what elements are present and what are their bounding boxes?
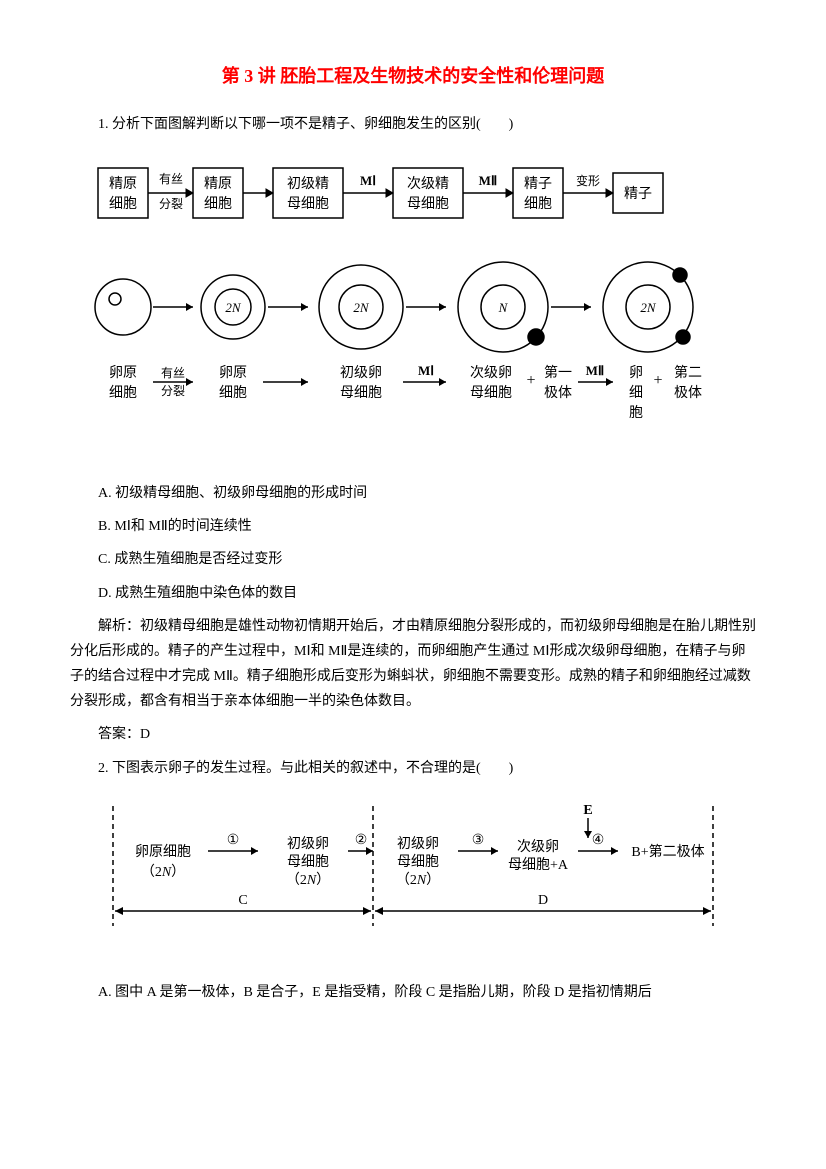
svg-text:N: N xyxy=(498,300,509,315)
svg-text:细胞: 细胞 xyxy=(109,196,137,212)
svg-text:+: + xyxy=(526,372,535,389)
svg-text:2N: 2N xyxy=(640,300,657,315)
q1-stem: 1. 分析下面图解判断以下哪一项不是精子、卵细胞发生的区别( ) xyxy=(70,112,756,137)
svg-text:①: ① xyxy=(227,833,240,848)
svg-text:卵原: 卵原 xyxy=(219,365,247,381)
diagram-egg-flow: 2N 2N N 2N 卵原 细 xyxy=(70,257,756,466)
svg-text:第一: 第一 xyxy=(544,364,572,381)
svg-text:有丝: 有丝 xyxy=(161,366,185,380)
svg-text:次级卵: 次级卵 xyxy=(517,839,559,855)
svg-text:初级卵: 初级卵 xyxy=(340,364,382,381)
svg-text:细胞: 细胞 xyxy=(219,385,247,401)
svg-text:精子: 精子 xyxy=(624,186,652,202)
svg-text:MⅠ: MⅠ xyxy=(418,363,434,378)
svg-text:细: 细 xyxy=(629,385,643,401)
lesson-title: 第 3 讲 胚胎工程及生物技术的安全性和伦理问题 xyxy=(70,60,756,92)
svg-text:④: ④ xyxy=(592,833,605,848)
q2-opt-a: A. 图中 A 是第一极体，B 是合子，E 是指受精，阶段 C 是指胎儿期，阶段… xyxy=(70,980,756,1005)
svg-text:细胞: 细胞 xyxy=(109,385,137,401)
q1-explain: 解析：初级精母细胞是雄性动物初情期开始后，才由精原细胞分裂形成的，而初级卵母细胞… xyxy=(70,614,756,715)
svg-text:细胞: 细胞 xyxy=(204,196,232,212)
svg-text:精子: 精子 xyxy=(524,176,552,192)
svg-text:（2N）: （2N） xyxy=(286,872,330,888)
svg-text:D: D xyxy=(538,893,548,908)
q2-stem: 2. 下图表示卵子的发生过程。与此相关的叙述中，不合理的是( ) xyxy=(70,756,756,781)
svg-text:B+第二极体: B+第二极体 xyxy=(631,843,704,860)
svg-text:分裂: 分裂 xyxy=(161,384,185,398)
svg-text:母细胞: 母细胞 xyxy=(287,854,329,870)
svg-text:细胞: 细胞 xyxy=(524,196,552,212)
svg-text:初级卵: 初级卵 xyxy=(287,835,329,852)
svg-text:C: C xyxy=(238,893,247,908)
svg-text:②: ② xyxy=(355,833,368,848)
svg-text:变形: 变形 xyxy=(576,173,600,188)
svg-text:初级精: 初级精 xyxy=(287,175,329,192)
svg-text:胞: 胞 xyxy=(629,405,643,421)
diagram-sperm-flow: 精原 细胞 有丝 分裂 精原 细胞 初级精 母细胞 MⅠ 次级精 母细 xyxy=(70,153,756,242)
svg-text:分裂: 分裂 xyxy=(159,197,183,211)
svg-text:卵原: 卵原 xyxy=(109,365,137,381)
svg-text:母细胞: 母细胞 xyxy=(340,385,382,401)
svg-text:卵原细胞: 卵原细胞 xyxy=(135,844,191,860)
svg-text:极体: 极体 xyxy=(674,385,702,401)
svg-text:极体: 极体 xyxy=(544,385,572,401)
svg-text:卵: 卵 xyxy=(629,365,643,381)
svg-text:E: E xyxy=(583,803,592,818)
svg-text:第二: 第二 xyxy=(674,364,702,381)
svg-text:母细胞: 母细胞 xyxy=(407,196,449,212)
svg-text:初级卵: 初级卵 xyxy=(397,835,439,852)
svg-text:有丝: 有丝 xyxy=(159,172,183,186)
svg-text:MⅡ: MⅡ xyxy=(586,363,605,378)
svg-text:母细胞: 母细胞 xyxy=(470,385,512,401)
diagram-egg-stages: E 卵原细胞 （2N） ① 初级卵 母细胞 （2N） ② 初级卵 母细胞 （2N… xyxy=(70,796,756,965)
svg-text:（2N）: （2N） xyxy=(396,872,440,888)
svg-text:母细胞: 母细胞 xyxy=(397,854,439,870)
svg-text:次级卵: 次级卵 xyxy=(470,365,512,381)
svg-text:MⅡ: MⅡ xyxy=(479,173,498,188)
svg-text:母细胞+A: 母细胞+A xyxy=(508,857,569,873)
svg-text:母细胞: 母细胞 xyxy=(287,196,329,212)
svg-text:③: ③ xyxy=(472,833,485,848)
svg-text:精原: 精原 xyxy=(109,176,137,192)
svg-text:精原: 精原 xyxy=(204,176,232,192)
svg-text:MⅠ: MⅠ xyxy=(360,173,376,188)
q1-opt-b: B. MⅠ和 MⅡ的时间连续性 xyxy=(70,514,756,539)
svg-text:+: + xyxy=(653,372,662,389)
q1-opt-d: D. 成熟生殖细胞中染色体的数目 xyxy=(70,581,756,606)
svg-text:2N: 2N xyxy=(353,300,370,315)
q1-opt-a: A. 初级精母细胞、初级卵母细胞的形成时间 xyxy=(70,481,756,506)
svg-text:次级精: 次级精 xyxy=(407,176,449,192)
svg-text:2N: 2N xyxy=(225,300,242,315)
q1-opt-c: C. 成熟生殖细胞是否经过变形 xyxy=(70,547,756,572)
q1-answer: 答案：D xyxy=(70,722,756,747)
svg-text:（2N）: （2N） xyxy=(141,864,185,880)
